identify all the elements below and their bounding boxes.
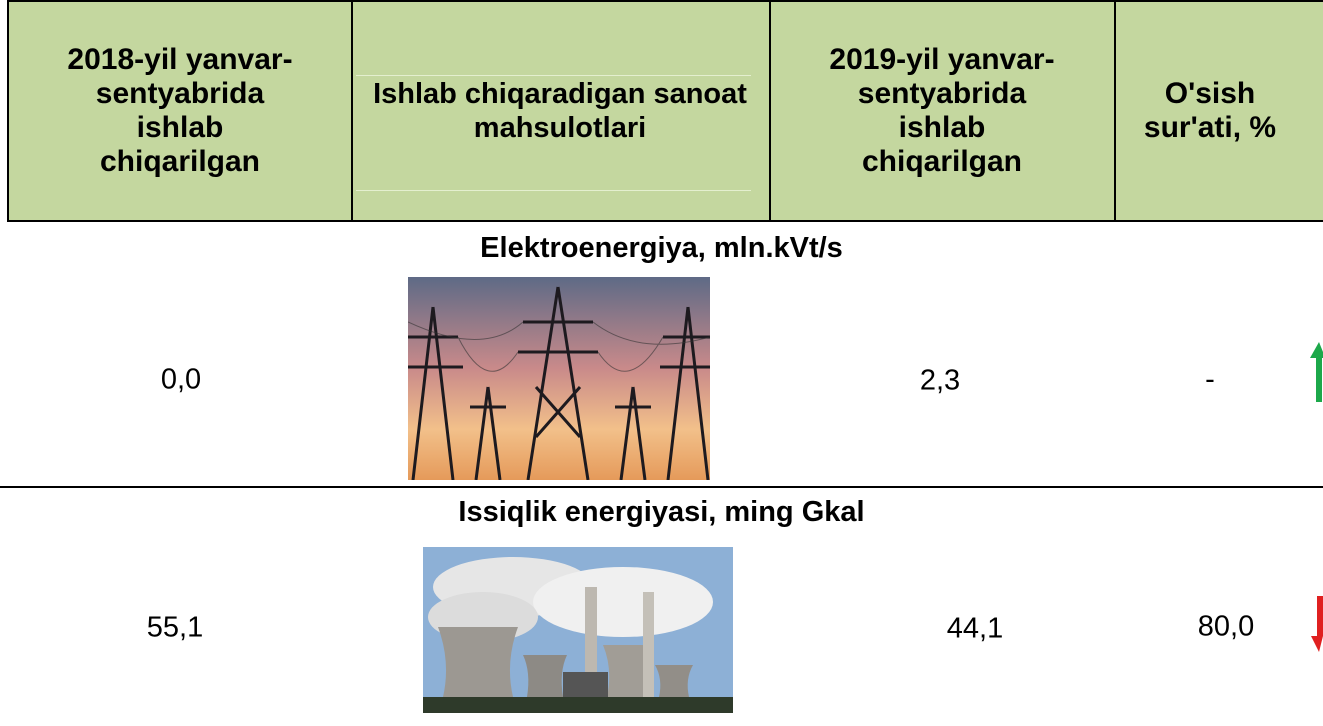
value-2018: 0,0 <box>160 363 202 396</box>
value-2018: 55,1 <box>146 611 204 644</box>
header-cell: Ishlab chiqaradigan sanoat mahsulotlari <box>365 0 755 222</box>
value-2019: 44,1 <box>946 612 1004 645</box>
column-border <box>1114 0 1116 222</box>
growth: 80,0 <box>1197 610 1255 643</box>
column-border <box>351 0 353 222</box>
inner-line <box>356 190 751 191</box>
header-cell: O'sish sur'ati, % <box>1140 0 1280 222</box>
header-cell: 2018-yil yanvar-sentyabrida ishlab chiqa… <box>60 0 300 222</box>
growth: - <box>1205 363 1215 396</box>
row-separator <box>0 486 1323 488</box>
arrow-down <box>1311 596 1323 652</box>
power-plant-image <box>423 547 733 713</box>
section-title: Elektroenergiya, mln.kVt/s <box>480 232 843 264</box>
header-text: 2019-yil yanvar-sentyabrida ishlab chiqa… <box>829 43 1055 178</box>
header-background <box>8 0 1323 222</box>
column-border <box>7 0 9 222</box>
value-2019: 2,3 <box>919 364 961 397</box>
column-border <box>769 0 771 222</box>
header-text: Ishlab chiqaradigan sanoat mahsulotlari <box>373 78 747 144</box>
section-title: Issiqlik energiyasi, ming Gkal <box>458 496 865 528</box>
header-text: 2018-yil yanvar-sentyabrida ishlab chiqa… <box>67 43 293 178</box>
header-cell: 2019-yil yanvar-sentyabrida ishlab chiqa… <box>822 0 1062 222</box>
pylons-image <box>408 277 710 480</box>
arrow-up <box>1310 342 1323 402</box>
header-text: O'sish sur'ati, % <box>1143 77 1277 144</box>
inner-line <box>356 75 751 76</box>
